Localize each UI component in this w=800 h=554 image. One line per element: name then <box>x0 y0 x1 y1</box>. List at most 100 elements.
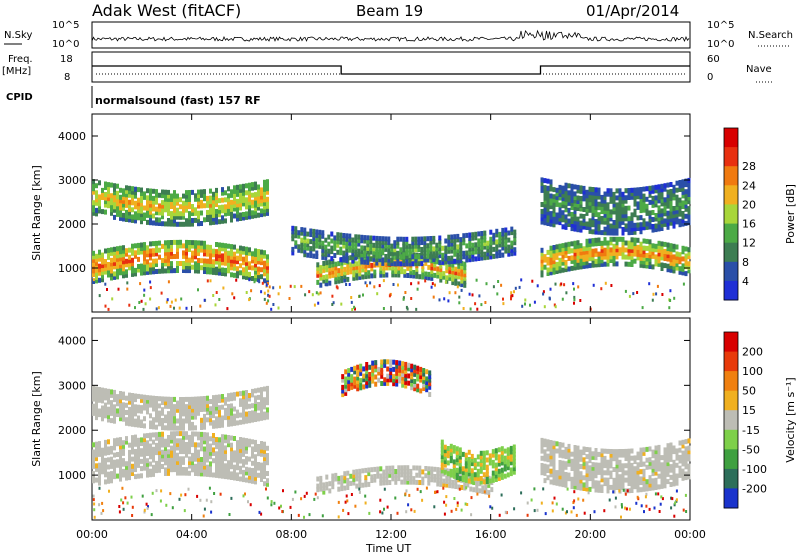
echo-cell <box>188 449 191 455</box>
echo-cell <box>155 244 158 250</box>
noise-cell <box>266 282 269 285</box>
echo-cell <box>167 400 170 406</box>
echo-cell <box>464 456 468 462</box>
echo-cell <box>543 216 547 222</box>
echo-cell <box>630 223 634 228</box>
echo-cell <box>101 195 104 200</box>
colorbar-tick-label: 100 <box>742 365 763 378</box>
echo-cell <box>471 256 475 262</box>
echo-cell <box>221 187 224 193</box>
echo-cell <box>218 423 221 429</box>
echo-cell <box>164 261 167 267</box>
echo-cell <box>146 440 149 446</box>
echo-cell <box>642 472 646 478</box>
echo-cell <box>648 446 652 452</box>
echo-cell <box>110 203 113 209</box>
y-axis-label: Slant Range [km] <box>30 371 43 467</box>
echo-cell <box>254 273 257 278</box>
echo-cell <box>131 217 134 223</box>
echo-cell <box>666 182 670 188</box>
noise-cell <box>529 303 531 307</box>
echo-cell <box>104 209 107 215</box>
echo-cell <box>678 465 682 471</box>
echo-cell <box>463 481 467 487</box>
echo-cell <box>137 204 140 210</box>
echo-cell <box>402 247 406 253</box>
echo-cell <box>179 422 182 428</box>
x-tick-label: 20:00 <box>574 528 606 541</box>
echo-cell <box>263 466 266 472</box>
echo-cell <box>260 469 263 475</box>
echo-cell <box>460 282 464 288</box>
echo-cell <box>188 211 191 217</box>
echo-cell <box>353 376 357 382</box>
echo-cell <box>393 243 397 249</box>
echo-cell <box>621 452 625 458</box>
echo-cell <box>663 454 667 460</box>
echo-cell <box>494 473 498 479</box>
noise-cell <box>342 508 345 512</box>
echo-cell <box>107 192 110 198</box>
echo-cell <box>470 471 474 477</box>
echo-cell <box>227 463 230 469</box>
echo-cell <box>167 189 170 195</box>
echo-cell <box>443 451 447 457</box>
echo-cell <box>309 239 313 245</box>
echo-cell <box>339 246 343 252</box>
echo-cell <box>230 272 233 278</box>
noise-cell <box>151 491 154 495</box>
noise-cell <box>448 291 451 295</box>
echo-cell <box>450 245 454 250</box>
echo-cell <box>215 259 218 265</box>
echo-cell <box>630 216 634 221</box>
echo-cell <box>561 482 565 488</box>
echo-cell <box>588 486 592 492</box>
noise-cell <box>146 506 149 510</box>
echo-cell <box>621 477 625 483</box>
colorbar-tick-label: 24 <box>742 179 756 192</box>
echo-cell <box>549 186 553 192</box>
noise-cell <box>573 301 575 305</box>
echo-cell <box>137 437 140 443</box>
echo-cell <box>473 472 477 478</box>
echo-cell <box>179 445 182 451</box>
echo-cell <box>179 400 182 406</box>
echo-cell <box>346 481 350 487</box>
echo-cell <box>567 190 571 196</box>
echo-cell <box>260 253 263 259</box>
echo-cell <box>134 467 137 472</box>
echo-cell <box>164 453 167 459</box>
echo-cell <box>618 236 622 242</box>
echo-cell <box>212 205 215 211</box>
echo-cell <box>687 463 691 469</box>
echo-cell <box>236 409 239 415</box>
echo-cell <box>263 459 266 465</box>
noise-cell <box>566 487 569 491</box>
echo-cell <box>185 442 188 447</box>
echo-cell <box>672 216 676 222</box>
echo-cell <box>633 212 637 218</box>
echo-cell <box>458 454 462 460</box>
echo-cell <box>630 488 634 493</box>
noise-cell <box>489 505 492 509</box>
echo-cell <box>254 461 257 467</box>
echo-cell <box>155 410 158 416</box>
noise-cell <box>222 286 225 290</box>
echo-cell <box>155 460 158 466</box>
echo-cell <box>113 193 116 199</box>
echo-cell <box>260 451 263 457</box>
echo-cell <box>257 462 260 467</box>
header-center: Beam 19 <box>356 2 423 20</box>
echo-cell <box>149 220 152 226</box>
echo-cell <box>618 449 622 454</box>
echo-cell <box>678 255 682 261</box>
echo-cell <box>495 228 499 234</box>
echo-cell <box>128 399 131 405</box>
echo-cell <box>558 192 562 197</box>
echo-cell <box>567 255 571 261</box>
echo-cell <box>657 258 661 264</box>
echo-cell <box>131 445 134 451</box>
echo-cell <box>624 452 628 458</box>
echo-cell <box>227 264 230 270</box>
echo-cell <box>657 251 661 257</box>
